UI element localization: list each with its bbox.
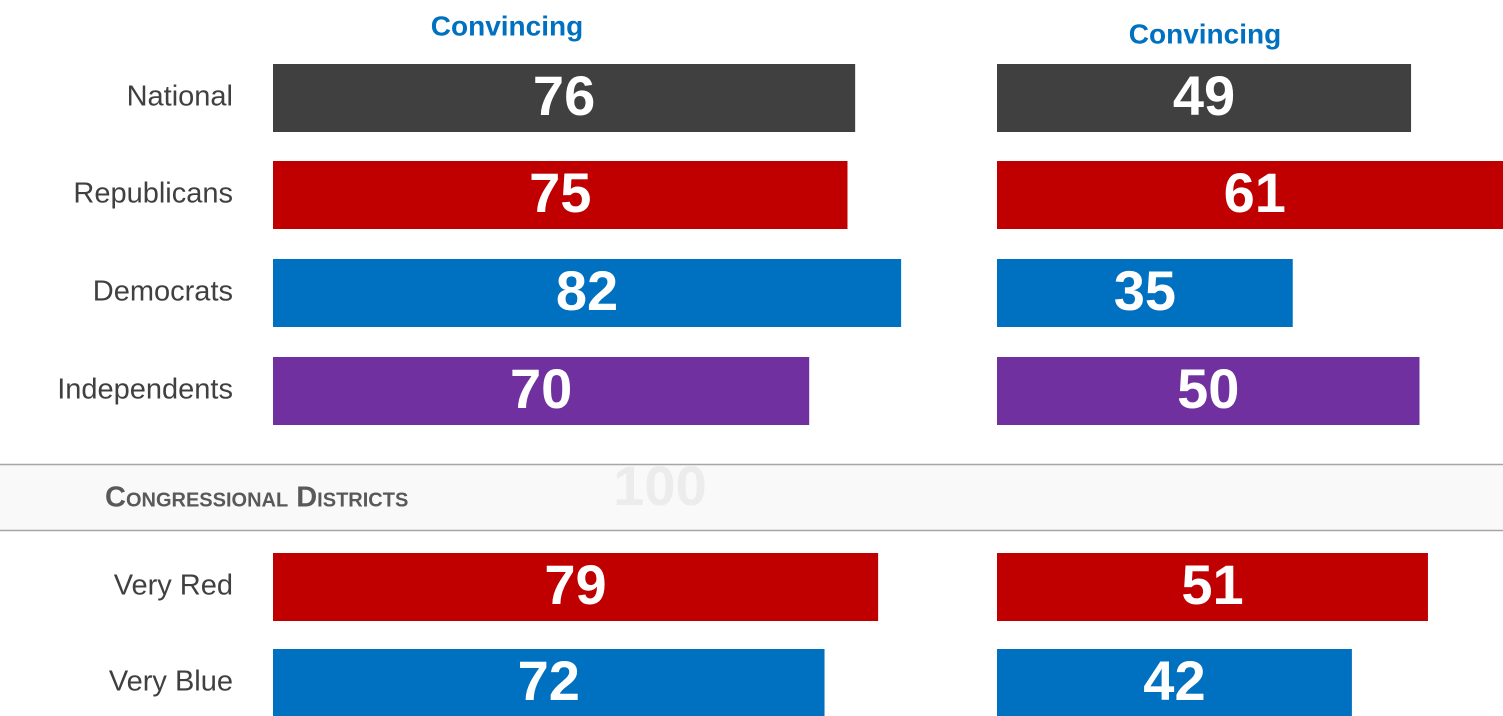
- bar: [997, 259, 1293, 327]
- category-label: Democrats: [93, 276, 233, 308]
- bar: [273, 161, 848, 229]
- section-band: [0, 464, 1503, 530]
- value-label: 35: [1114, 259, 1176, 322]
- bar: [273, 357, 810, 425]
- category-label: Very Red: [114, 570, 233, 602]
- value-label: 75: [529, 161, 591, 224]
- panel-title: Convincing: [431, 10, 583, 41]
- annotation: 100: [613, 454, 706, 517]
- value-label: 51: [1181, 553, 1243, 616]
- bar: [997, 161, 1503, 229]
- value-label: 61: [1224, 161, 1286, 224]
- value-label: 72: [518, 649, 580, 712]
- bar: [273, 259, 902, 327]
- bar: [273, 649, 825, 716]
- bar: [997, 553, 1428, 621]
- value-label: 50: [1177, 357, 1239, 420]
- panel-title: Convincing: [1129, 18, 1281, 49]
- bar: [997, 357, 1420, 425]
- category-label: Republicans: [73, 178, 233, 210]
- category-label: Very Blue: [109, 666, 233, 698]
- category-label: National: [127, 81, 233, 113]
- bar: [273, 64, 856, 132]
- value-label: 70: [510, 357, 572, 420]
- section-title: Congressional Districts: [105, 482, 408, 514]
- category-label: Independents: [57, 374, 233, 406]
- value-label: 76: [533, 64, 595, 127]
- value-label: 42: [1143, 649, 1205, 712]
- bar: [997, 649, 1352, 716]
- bar: [997, 64, 1412, 132]
- value-label: 82: [556, 259, 618, 322]
- value-label: 49: [1173, 64, 1235, 127]
- value-label: 79: [544, 553, 606, 616]
- bar: [273, 553, 879, 621]
